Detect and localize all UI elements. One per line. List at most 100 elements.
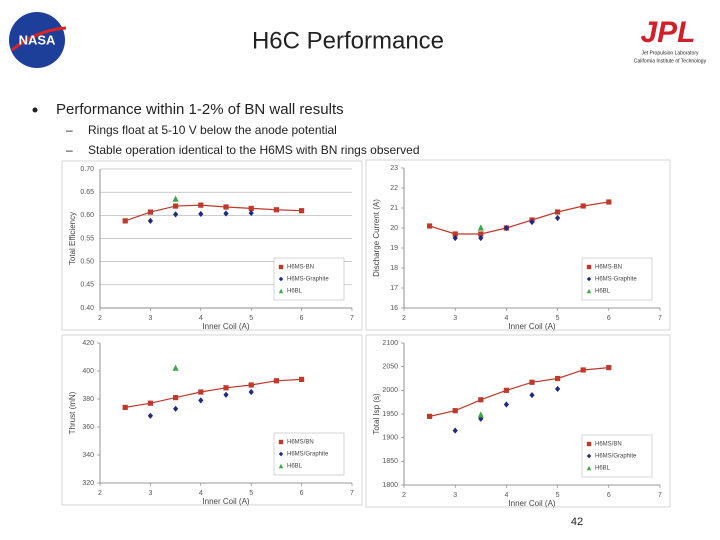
legend-box [581, 257, 653, 301]
marker [529, 218, 535, 226]
y-tick-label: 22 [390, 185, 398, 192]
marker [555, 209, 561, 215]
marker [606, 365, 612, 371]
marker [529, 391, 535, 399]
x-tick-label: 5 [249, 315, 253, 322]
y-tick-label: 21 [390, 205, 398, 212]
legend-box [581, 434, 653, 478]
nasa-swoosh [11, 26, 67, 52]
marker [248, 382, 254, 388]
marker [452, 234, 458, 242]
marker [173, 211, 179, 218]
marker [248, 388, 254, 396]
legend-label: H6MS-Graphite [595, 277, 637, 283]
legend-marker [278, 264, 284, 270]
marker [248, 209, 254, 217]
marker [122, 404, 128, 410]
legend-label: H6BL [287, 464, 303, 470]
x-tick-label: 3 [453, 315, 457, 322]
x-tick-label: 2 [402, 492, 406, 499]
marker [172, 195, 179, 202]
legend-marker [278, 439, 284, 445]
marker [248, 205, 254, 211]
x-tick-label: 4 [504, 492, 508, 499]
y-tick-label: 320 [82, 480, 94, 487]
slide-title: H6C Performance [252, 27, 444, 54]
legend-label: H6MS/Graphite [287, 452, 329, 458]
marker [452, 231, 458, 237]
y-tick-label: 0.45 [80, 282, 94, 289]
x-tick-label: 2 [98, 315, 102, 322]
marker [172, 364, 179, 371]
marker [198, 210, 204, 218]
y-tick-label: 20 [390, 225, 398, 232]
page-number: 42 [571, 516, 583, 528]
y-tick-label: 0.65 [80, 189, 94, 196]
x-tick-label: 7 [658, 492, 662, 499]
x-tick-label: 4 [199, 490, 203, 497]
marker [122, 218, 128, 224]
marker [503, 224, 509, 232]
y-tick-label: 0.55 [80, 235, 94, 242]
marker [478, 234, 484, 242]
chart-frame [365, 159, 671, 331]
marker [223, 210, 229, 217]
legend-label: H6BL [595, 466, 611, 472]
x-tick-label: 7 [658, 315, 662, 322]
y-tick-label: 2100 [382, 340, 398, 347]
legend-marker [278, 288, 284, 294]
x-axis-label: Inner Coil (A) [508, 322, 555, 331]
y-tick-label: 340 [82, 452, 94, 459]
x-tick-label: 3 [453, 492, 457, 499]
marker [173, 405, 179, 412]
marker [427, 223, 433, 229]
y-axis-label: Discharge Current (A) [372, 199, 381, 277]
org-line: California Institute of Technology [634, 58, 707, 64]
sub-bullet: Rings float at 5-10 V below the anode po… [88, 123, 337, 137]
legend-label: H6MS/BN [595, 442, 622, 448]
x-tick-label: 3 [148, 315, 152, 322]
marker [198, 202, 204, 208]
y-tick-label: 16 [390, 305, 398, 312]
x-axis-label: Inner Coil (A) [202, 497, 249, 506]
marker [198, 389, 204, 395]
y-tick-label: 0.50 [80, 259, 94, 266]
y-tick-label: 380 [82, 396, 94, 403]
fit-line [429, 201, 609, 235]
x-tick-label: 4 [504, 315, 508, 322]
fit-line [125, 378, 302, 408]
x-tick-label: 5 [556, 315, 560, 322]
x-tick-label: 5 [556, 492, 560, 499]
marker [173, 395, 179, 401]
x-tick-label: 3 [148, 490, 152, 497]
y-tick-label: 2050 [382, 364, 398, 371]
legend-box [273, 432, 345, 476]
x-tick-label: 6 [607, 492, 611, 499]
y-tick-label: 0.70 [80, 166, 94, 173]
marker [273, 207, 279, 213]
dash: – [66, 123, 73, 137]
chart-frame [365, 334, 671, 508]
marker [606, 199, 612, 205]
fit-line [125, 204, 302, 222]
y-tick-label: 1950 [382, 411, 398, 418]
legend-label: H6MS-BN [595, 265, 622, 271]
legend-marker [586, 453, 592, 459]
y-tick-label: 2000 [382, 387, 398, 394]
marker [147, 217, 153, 224]
marker [555, 214, 561, 222]
y-axis-label: Thrust (mN) [68, 391, 77, 434]
legend-marker [278, 463, 284, 469]
y-tick-label: 400 [82, 368, 94, 375]
marker [198, 397, 204, 404]
marker [147, 412, 153, 419]
x-tick-label: 6 [300, 490, 304, 497]
legend-box [273, 257, 345, 301]
marker [273, 378, 279, 384]
bullet-dot [32, 107, 38, 113]
marker [299, 208, 305, 214]
y-tick-label: 23 [390, 165, 398, 172]
marker [147, 209, 153, 215]
marker [223, 204, 229, 210]
